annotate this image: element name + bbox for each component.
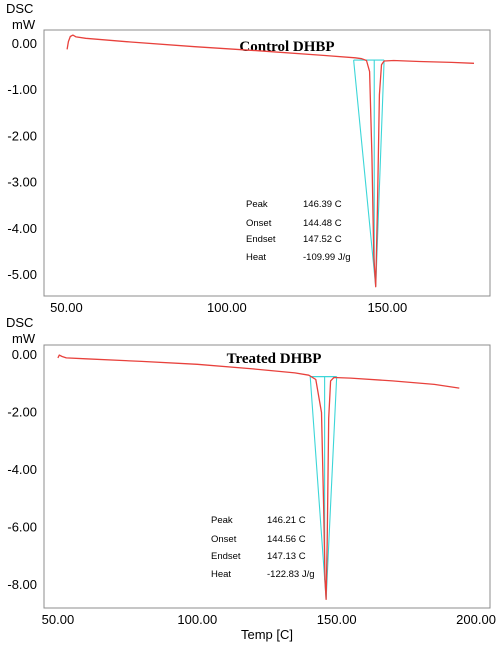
y-axis-label-2: DSC [6,315,33,330]
y-tick-label-2: -2.00 [7,405,37,420]
stat-value-onset-2: 144.56 C [267,534,306,545]
y-tick-label-1: -2.00 [7,128,37,143]
x-axis-label-2: Temp [C] [241,627,293,642]
dsc-curve-1 [66,34,475,288]
y-tick-label-2: -6.00 [7,520,37,535]
x-tick-label-2: 50.00 [42,612,75,627]
y-tick-label-2: -4.00 [7,462,37,477]
x-tick-label-1: 50.00 [50,300,83,315]
stat-label-endset-1: Endset [246,234,276,245]
x-tick-label-1: 150.00 [367,300,407,315]
y-tick-label-2: -8.00 [7,577,37,592]
stat-value-endset-2: 147.13 C [267,551,306,562]
x-tick-label-2: 200.00 [456,612,496,627]
y-tick-labels-1: 0.00 -1.00 -2.00 -3.00 -4.00 -5.00 [7,36,37,282]
series-lines-1 [66,34,475,288]
stat-value-heat-1: -109.99 J/g [303,252,351,263]
x-tick-label-2: 150.00 [317,612,357,627]
x-tick-label-2: 100.00 [177,612,217,627]
y-tick-label-2: 0.00 [12,347,37,362]
stat-label-onset-1: Onset [246,218,272,229]
x-tick-labels-2: 50.00 100.00 150.00 200.00 [42,612,496,627]
chart-panel-1: DSC mW Control DHBP 0.00-1.00-2.00-3.00-… [6,1,491,315]
stats-block-2: Peak 146.21 C Onset 144.56 C Endset 147.… [211,515,315,580]
series-lines-2 [57,354,460,601]
stat-value-heat-2: -122.83 J/g [267,569,315,580]
x-tick-labels-1: 50.00 100.00 150.00 [50,300,407,315]
dsc-curve-2 [57,354,460,601]
stat-label-endset-2: Endset [211,551,241,562]
stat-label-peak-1: Peak [246,199,268,210]
stat-value-endset-1: 147.52 C [303,234,342,245]
chart-title-2: Treated DHBP [227,351,322,367]
plot-frame-2 [43,344,491,609]
stats-block-1: Peak 146.39 C Onset 144.48 C Endset 147.… [246,199,351,263]
stat-label-heat-1: Heat [246,252,266,263]
y-axis-label-1: DSC [6,1,33,16]
stat-label-heat-2: Heat [211,569,231,580]
stat-label-peak-2: Peak [211,515,233,526]
y-tick-label-1: -3.00 [7,175,37,190]
stat-value-peak-2: 146.21 C [267,515,306,526]
y-tick-label-1: -1.00 [7,82,37,97]
stat-label-onset-2: Onset [211,534,237,545]
x-tick-label-1: 100.00 [207,300,247,315]
plot-frame-1 [43,29,491,297]
chart-panel-2: DSC mW Treated DHBP 0.00 -2.00 -4.00 -6.00 -… [6,315,496,642]
stat-value-peak-1: 146.39 C [303,199,342,210]
stat-value-onset-1: 144.48 C [303,218,342,229]
y-axis-unit-2: mW [12,331,36,346]
y-tick-label-1: -5.00 [7,267,37,282]
y-tick-labels-2: 0.00 -2.00 -4.00 -6.00 -8.00 [7,347,37,592]
y-tick-label-1: 0.00 [12,36,37,51]
y-axis-unit-1: mW [12,17,36,32]
y-tick-label-1: -4.00 [7,221,37,236]
